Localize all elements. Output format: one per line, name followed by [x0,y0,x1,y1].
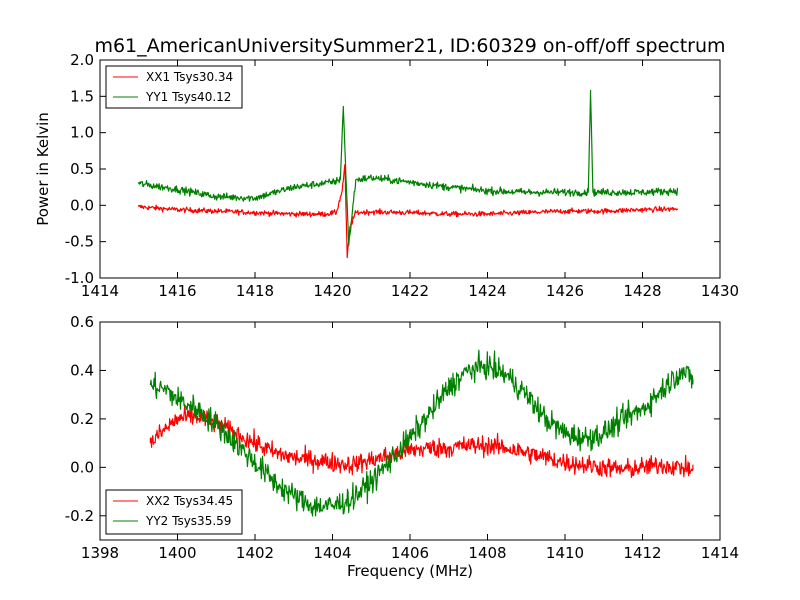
top-spectrum-chart: m61_AmericanUniversitySummer21, ID:60329… [34,35,739,300]
x-axis-label: Frequency (MHz) [347,562,473,580]
x-tick-label: 1430 [701,282,739,300]
x-tick-label: 1402 [236,544,274,562]
y-axis-label: Power in Kelvin [34,112,52,226]
series-line-yy2 [149,349,694,517]
legend-label-yy1: YY1 Tsys40.12 [145,90,231,104]
y-tick-label: 2.0 [70,51,94,69]
x-tick-label: 1414 [701,544,739,562]
legend-label-xx2: XX2 Tsys34.45 [146,494,233,508]
top-legend: XX1 Tsys30.34 YY1 Tsys40.12 [105,65,243,109]
x-tick-label: 1404 [313,544,351,562]
y-tick-label: 0.5 [70,160,94,178]
bottom-legend-box [105,489,243,535]
top-x-ticks: 1414 1416 1418 1420 1422 1424 1426 1428 1430 [81,60,739,300]
x-tick-label: 1410 [546,544,584,562]
series-line-yy1 [138,89,678,246]
legend-label-xx1: XX1 Tsys30.34 [146,70,233,84]
y-tick-label: 0.0 [70,458,94,476]
x-tick-label: 1422 [391,282,429,300]
legend-label-yy2: YY2 Tsys35.59 [145,514,231,528]
x-tick-label: 1428 [623,282,661,300]
y-tick-label: 0.2 [70,410,94,428]
x-tick-label: 1412 [623,544,661,562]
bottom-series-group [149,349,694,517]
x-tick-label: 1418 [236,282,274,300]
bottom-spectrum-chart: 1398 1400 1402 1404 1406 1408 1410 1412 1414 -0.… [65,313,739,580]
x-tick-label: 1400 [158,544,196,562]
x-tick-label: 1424 [468,282,506,300]
bottom-y-ticks: -0.2 0.0 0.2 0.4 0.6 [65,313,720,525]
x-tick-label: 1416 [158,282,196,300]
chart-title: m61_AmericanUniversitySummer21, ID:60329… [94,35,725,57]
x-tick-label: 1398 [81,544,119,562]
y-tick-label: -0.2 [65,507,94,525]
x-tick-label: 1406 [391,544,429,562]
y-tick-label: -1.0 [65,269,94,287]
top-legend-box [105,65,243,109]
bottom-legend: XX2 Tsys34.45 YY2 Tsys35.59 [105,489,243,535]
x-tick-label: 1408 [468,544,506,562]
y-tick-label: 1.5 [70,87,94,105]
top-series-group [138,89,678,259]
x-tick-label: 1420 [313,282,351,300]
y-tick-label: 0.4 [70,361,94,379]
series-line-xx1 [138,164,678,259]
y-tick-label: 1.0 [70,124,94,142]
top-y-ticks: -1.0 -0.5 0.0 0.5 1.0 1.5 2.0 [65,51,720,287]
y-tick-label: 0.6 [70,313,94,331]
bottom-x-ticks: 1398 1400 1402 1404 1406 1408 1410 1412 1414 [81,322,739,562]
y-tick-label: -0.5 [65,233,94,251]
x-tick-label: 1414 [81,282,119,300]
series-line-xx2 [149,405,694,478]
x-tick-label: 1426 [546,282,584,300]
y-tick-label: 0.0 [70,196,94,214]
